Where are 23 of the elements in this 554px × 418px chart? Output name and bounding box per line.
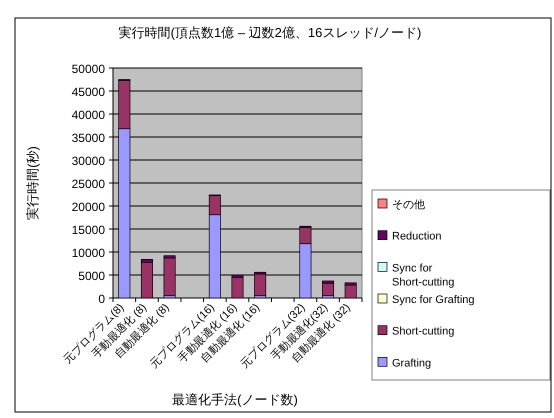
- y-tick-label: 25000: [72, 177, 106, 191]
- legend-label: Sync for Grafting: [392, 294, 475, 306]
- y-tick-label: 0: [98, 292, 106, 306]
- bar: [231, 276, 244, 298]
- y-tick-label: 50000: [72, 62, 106, 76]
- bar: [344, 284, 357, 298]
- y-axis-title: 実行時間(秒): [25, 146, 40, 220]
- y-tick-label: 30000: [72, 154, 106, 168]
- y-tick-label: 35000: [72, 131, 106, 145]
- y-tick-label: 20000: [72, 200, 106, 214]
- y-tick-label: 45000: [72, 85, 106, 99]
- x-axis-title: 最適化手法(ノード数): [172, 392, 298, 407]
- legend-label: その他: [392, 199, 425, 211]
- chart-title: 実行時間(頂点数1億 – 辺数2億、16スレッド/ノード): [118, 25, 422, 40]
- legend-label: Short-cutting: [392, 326, 454, 338]
- y-tick-label: 15000: [72, 223, 106, 237]
- y-tick-label: 10000: [72, 246, 106, 260]
- bar: [322, 282, 334, 296]
- y-tick-label: 5000: [78, 269, 106, 283]
- y-tick-label: 40000: [72, 108, 106, 122]
- legend-label: Sync for Short-cutting: [392, 262, 454, 288]
- legend-label: Reduction: [392, 230, 442, 243]
- legend-label: Grafting: [392, 357, 432, 370]
